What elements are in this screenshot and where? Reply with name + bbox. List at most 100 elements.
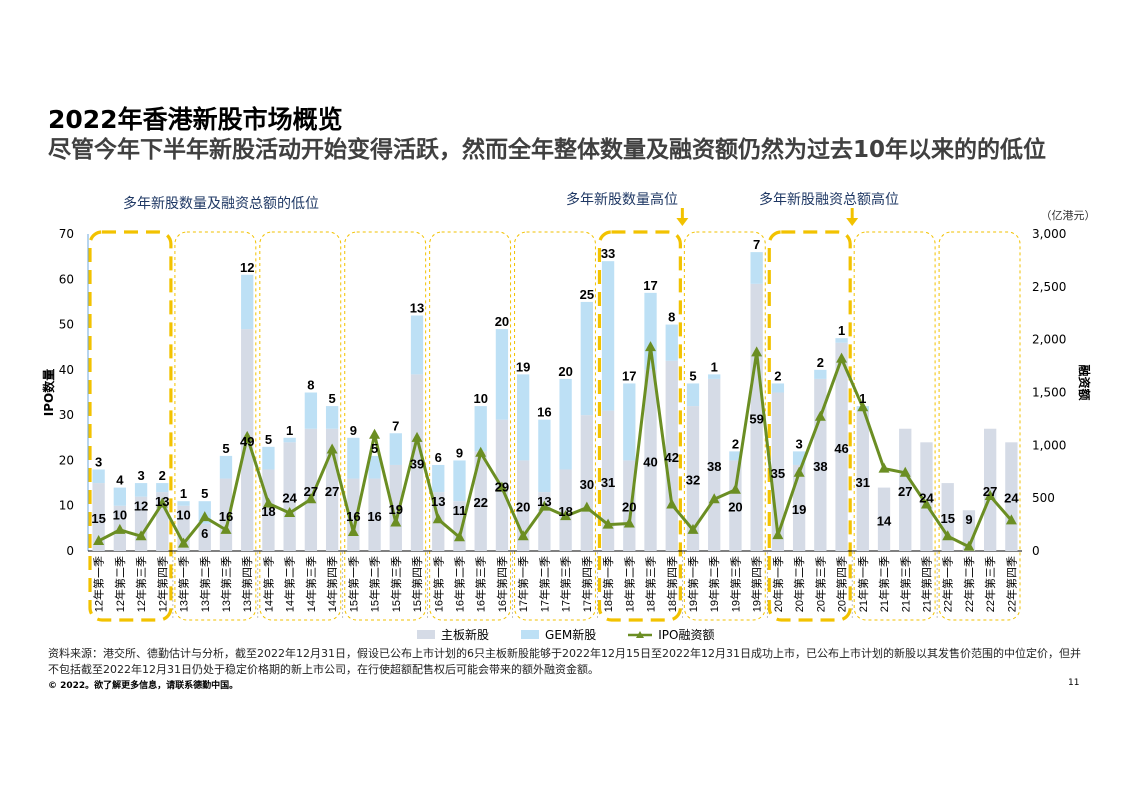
ipo-marker [942, 530, 954, 541]
bar-main-board [750, 283, 763, 551]
x-tick-label: 15年第二季 [368, 556, 382, 612]
main-board-count-label: 16 [367, 509, 381, 524]
x-tick-label: 18年第三季 [644, 556, 658, 612]
bar-gem [177, 501, 190, 506]
gem-count-label: 16 [537, 405, 551, 420]
x-tick-label: 16年第二季 [452, 556, 466, 612]
year-box-highlight [597, 230, 682, 622]
gem-count-label: 12 [240, 260, 254, 275]
left-tick-label: 10 [59, 499, 74, 513]
ipo-marker [538, 500, 550, 511]
bar-main-board [644, 369, 657, 551]
ipo-marker [262, 497, 274, 508]
ipo-marker [560, 510, 572, 521]
gem-count-label: 2 [817, 355, 824, 370]
year-box [683, 231, 766, 621]
main-board-count-label: 6 [201, 526, 208, 541]
bar-gem [410, 315, 424, 375]
left-tick-label: 20 [59, 453, 74, 467]
main-board-count-label: 35 [771, 466, 785, 481]
main-board-count-label: 20 [516, 500, 530, 515]
gem-count-label: 25 [580, 287, 594, 302]
main-board-count-label: 15 [940, 511, 954, 526]
gem-count-label: 20 [558, 364, 572, 379]
ipo-marker [241, 430, 253, 441]
bar-gem [538, 419, 551, 493]
main-board-count-label: 27 [304, 484, 318, 499]
x-tick-label: 14年第二季 [283, 556, 297, 612]
bar-main-board [686, 406, 700, 551]
x-tick-label: 12年第四季 [155, 556, 169, 612]
left-tick-label: 70 [59, 227, 74, 241]
ipo-line [93, 341, 1017, 551]
bar-main-board [856, 410, 869, 551]
main-board-count-label: 38 [707, 459, 721, 474]
bar-main-board [920, 442, 933, 551]
ipo-marker [751, 346, 763, 357]
main-board-count-label: 20 [728, 500, 742, 515]
bar-gem [686, 383, 700, 407]
gem-count-label: 5 [265, 432, 272, 447]
ipo-marker [220, 523, 232, 534]
bar-main-board [729, 460, 742, 551]
bar-gem [219, 455, 233, 479]
bar-gem [241, 274, 254, 330]
legend-ipo-line-icon [628, 630, 653, 638]
x-tick-label: 13年第二季 [198, 556, 212, 612]
ipo-marker [645, 341, 657, 352]
x-tick-label: 15年第四季 [410, 556, 424, 612]
main-board-count-label: 24 [919, 491, 934, 506]
x-tick-label: 19年第三季 [728, 556, 742, 612]
bar-main-board [665, 360, 678, 551]
main-board-count-label: 12 [134, 499, 148, 514]
ipo-marker [475, 446, 487, 457]
x-tick-label: 16年第四季 [495, 556, 509, 612]
gem-count-label: 7 [392, 418, 399, 433]
gem-count-label: 17 [622, 368, 636, 383]
axis-text: 0 10 20 30 40 50 60 70 0 500 1,000 1,500 2,000 2,500 3… [41, 209, 1096, 558]
legend-gem-swatch [521, 630, 540, 639]
gem-count-label: 5 [201, 486, 208, 501]
ipo-marker [666, 498, 678, 509]
bar-main-board [877, 487, 891, 551]
x-tick-label: 20年第一季 [771, 556, 785, 612]
gem-count-label: 10 [473, 391, 487, 406]
bar-main-board [92, 483, 105, 551]
main-board-count-label: 32 [686, 473, 700, 488]
x-tick-label: 22年第三季 [983, 556, 997, 612]
gem-count-label: 1 [711, 359, 718, 374]
gem-count-label: 8 [668, 310, 675, 325]
main-board-count-label: 11 [453, 503, 467, 518]
bar-gem [92, 469, 105, 484]
ipo-marker [305, 493, 317, 504]
main-board-count-label: 40 [643, 454, 657, 469]
bar-gem [347, 437, 360, 479]
x-tick-label: 22年第一季 [941, 556, 955, 612]
gem-count-label: 1 [859, 391, 866, 406]
x-tick-label: 16年第三季 [474, 556, 488, 612]
bar-gem [368, 455, 381, 479]
gem-count-label: 3 [95, 454, 102, 469]
gem-count-label: 5 [371, 441, 378, 456]
legend-main-swatch [417, 630, 435, 639]
gem-count-label: 17 [643, 278, 657, 293]
year-box [259, 231, 342, 621]
legend-ipo-label: IPO融资额 [658, 628, 715, 642]
ipo-marker [963, 540, 975, 551]
bar-main-board [984, 428, 997, 551]
legend-gem: GEM新股 [521, 626, 596, 643]
main-board-count-label: 22 [473, 495, 487, 510]
x-tick-label: 17年第一季 [516, 556, 530, 612]
bar-main-board [474, 451, 487, 551]
x-tick-label: 19年第一季 [686, 556, 700, 612]
bar-gem [708, 374, 721, 379]
x-tick-label: 21年第三季 [898, 556, 912, 612]
ipo-marker [772, 529, 784, 540]
ipo-marker [347, 525, 359, 536]
bar-gem [283, 437, 296, 443]
x-tick-label: 13年第三季 [219, 556, 233, 612]
ipo-marker [517, 530, 529, 541]
x-tick-label: 19年第二季 [707, 556, 721, 612]
gem-count-label: 9 [350, 423, 357, 438]
